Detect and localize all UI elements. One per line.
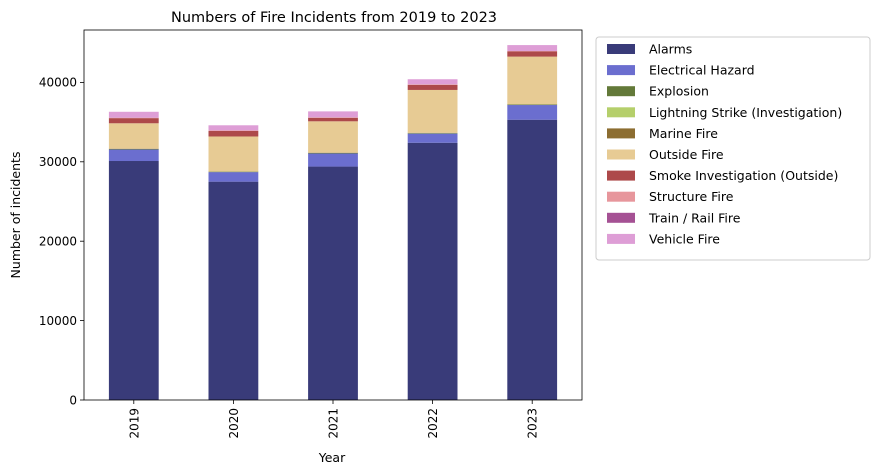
legend-swatch xyxy=(607,212,635,223)
legend-label: Marine Fire xyxy=(649,126,718,141)
legend-swatch xyxy=(607,170,635,181)
bar-segment-2023-9 xyxy=(507,45,558,51)
bar-segment-2023-5 xyxy=(507,56,558,105)
bar-segment-2020-1 xyxy=(208,172,259,182)
bar-segment-2019-9 xyxy=(108,111,159,118)
x-axis-label: Year xyxy=(318,450,346,465)
legend-swatch xyxy=(607,107,635,118)
legend-label: Vehicle Fire xyxy=(649,231,720,246)
plot-frame xyxy=(83,29,583,401)
bar-segment-2022-5 xyxy=(407,89,458,133)
bar-segment-2022-0 xyxy=(407,142,458,400)
legend: Alarms Electrical Hazard Explosion Lightnin… xyxy=(595,36,871,261)
bar-segment-2020-5 xyxy=(208,136,259,172)
legend-label: Electrical Hazard xyxy=(649,63,755,78)
bar-segment-2021-9 xyxy=(308,111,358,118)
bar-segment-2023-0 xyxy=(507,119,558,400)
bar-segment-2019-6 xyxy=(108,118,159,124)
legend-swatch xyxy=(607,86,635,97)
x-tick-label: 2019 xyxy=(127,408,141,439)
bar-segment-2022-9 xyxy=(407,79,458,85)
y-tick-label: 10000 xyxy=(39,314,77,328)
bar-segment-2020-9 xyxy=(208,125,259,131)
x-tick-label: 2023 xyxy=(526,408,540,439)
legend-label: Smoke Investigation (Outside) xyxy=(649,168,838,183)
bar-segment-2023-6 xyxy=(507,51,558,57)
bar-segment-2022-1 xyxy=(407,133,458,143)
legend-swatch xyxy=(607,191,635,202)
bar-segment-2021-5 xyxy=(308,121,358,153)
y-tick-label: 20000 xyxy=(39,235,77,249)
legend-label: Outside Fire xyxy=(649,147,724,162)
bar-segment-2021-0 xyxy=(308,166,358,400)
bar-segment-2020-0 xyxy=(208,181,259,400)
bar-segment-2021-1 xyxy=(308,153,358,167)
legend-swatch xyxy=(607,128,635,139)
bar-segment-2023-1 xyxy=(507,105,558,120)
legend-label: Structure Fire xyxy=(649,189,734,204)
y-axis-label: Number of incidents xyxy=(8,152,23,279)
y-tick-label: 0 xyxy=(69,393,77,407)
bar-segment-2020-6 xyxy=(208,130,259,137)
y-tick-label: 40000 xyxy=(39,76,77,90)
x-tick-label: 2020 xyxy=(227,408,241,439)
legend-swatch xyxy=(607,149,635,160)
y-tick-label: 30000 xyxy=(39,155,77,169)
legend-swatch xyxy=(607,44,635,54)
legend-label: Train / Rail Fire xyxy=(648,210,741,225)
bar-segment-2019-5 xyxy=(108,123,159,149)
legend-label: Alarms xyxy=(649,42,692,57)
chart-title: Numbers of Fire Incidents from 2019 to 2… xyxy=(171,10,497,26)
legend-box xyxy=(595,36,871,261)
legend-swatch xyxy=(607,233,635,244)
legend-swatch xyxy=(607,65,635,76)
legend-label: Lightning Strike (Investigation) xyxy=(649,105,842,120)
bar-segment-2019-1 xyxy=(108,149,159,162)
bar-segment-2019-0 xyxy=(108,161,159,400)
x-tick-label: 2022 xyxy=(426,408,440,439)
bar-segment-2021-6 xyxy=(308,117,358,122)
x-tick-label: 2021 xyxy=(327,408,341,439)
plot-area: 2019 2020 2021 2022 2023 0 10000 20000 30000 4000… xyxy=(39,29,583,439)
bar-segment-2022-6 xyxy=(407,84,458,90)
legend-label: Explosion xyxy=(649,84,709,99)
